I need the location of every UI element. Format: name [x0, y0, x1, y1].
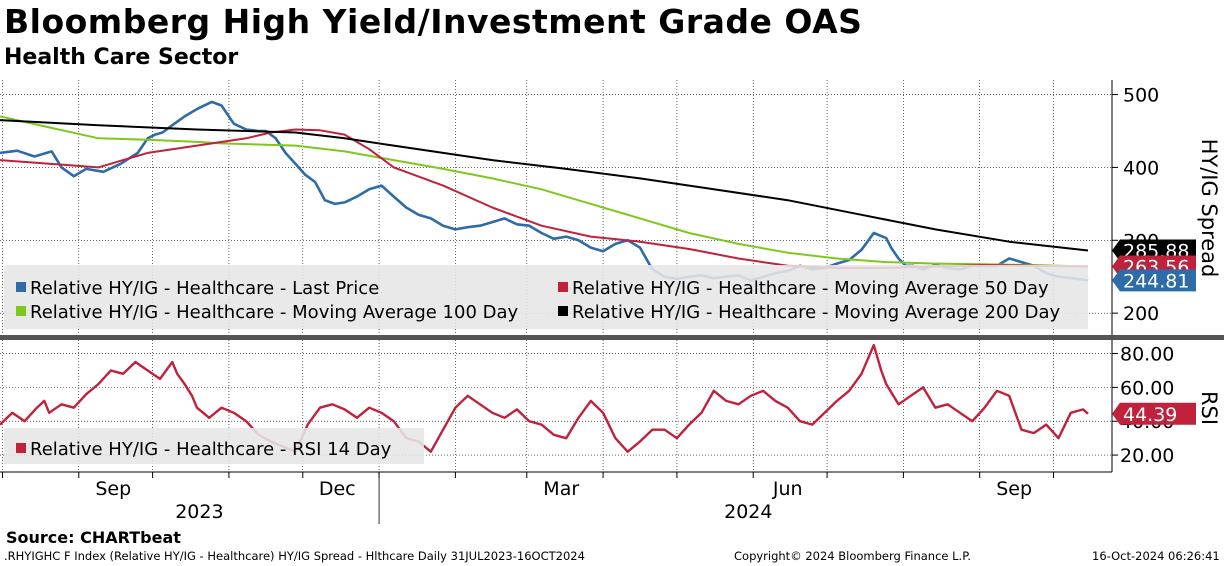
- y-axis-title: HY/IG Spread: [1197, 139, 1221, 278]
- legend-swatch: [16, 443, 26, 453]
- year-label: 2023: [175, 501, 223, 523]
- y-tick-label: 500: [1123, 85, 1159, 107]
- y-tick-label: 20.00: [1120, 445, 1174, 467]
- legend-swatch: [16, 282, 26, 292]
- footer-timestamp: 16-Oct-2024 06:26:41: [1092, 549, 1220, 563]
- footer-copyright: Copyright© 2024 Bloomberg Finance L.P.: [734, 549, 971, 563]
- legend-label: Relative HY/IG - Healthcare - RSI 14 Day: [30, 439, 392, 460]
- ma100-line: [0, 115, 1089, 268]
- rsi-value-tag: 44.39: [1123, 404, 1177, 426]
- source-note: Source: CHARTbeat: [6, 528, 181, 547]
- y-tick-label: 80.00: [1120, 344, 1174, 366]
- x-tick-label: Jun: [772, 478, 803, 500]
- x-tick-label: Mar: [543, 478, 579, 500]
- y-tick-label: 200: [1123, 303, 1159, 325]
- legend-swatch: [558, 282, 568, 292]
- ma50-line: [0, 128, 1089, 269]
- last-price-value-tag: 244.81: [1123, 270, 1189, 292]
- legend-label: Relative HY/IG - Healthcare - Last Price: [30, 278, 379, 299]
- x-tick-label: Sep: [95, 478, 131, 500]
- rsi-line: [0, 343, 1089, 453]
- chart-title: Bloomberg High Yield/Investment Grade OA…: [4, 2, 863, 41]
- y-tick-label: 400: [1123, 157, 1159, 179]
- last-price-value-tag-bg: [1112, 269, 1196, 292]
- legend-label: Relative HY/IG - Healthcare - Moving Ave…: [30, 302, 519, 323]
- rsi-value-tag-bg: [1112, 402, 1196, 425]
- year-label: 2024: [724, 501, 772, 523]
- main-legend-box: [4, 265, 1088, 329]
- y-tick-label: 60.00: [1120, 377, 1174, 399]
- footer-ticker: .RHYIGHC F Index (Relative HY/IG - Healt…: [4, 549, 585, 563]
- legend-swatch: [16, 306, 26, 316]
- panel-separator: [0, 335, 1224, 340]
- chart-subtitle: Health Care Sector: [4, 45, 239, 70]
- legend-swatch: [558, 306, 568, 316]
- legend-label: Relative HY/IG - Healthcare - Moving Ave…: [572, 302, 1061, 323]
- rsi-legend-box: [4, 428, 424, 464]
- x-tick-label: Sep: [996, 478, 1032, 500]
- ma200-line: [0, 119, 1089, 252]
- x-tick-label: Dec: [319, 478, 356, 500]
- rsi-axis-title: RSI: [1197, 391, 1221, 425]
- legend-label: Relative HY/IG - Healthcare - Moving Ave…: [572, 278, 1049, 299]
